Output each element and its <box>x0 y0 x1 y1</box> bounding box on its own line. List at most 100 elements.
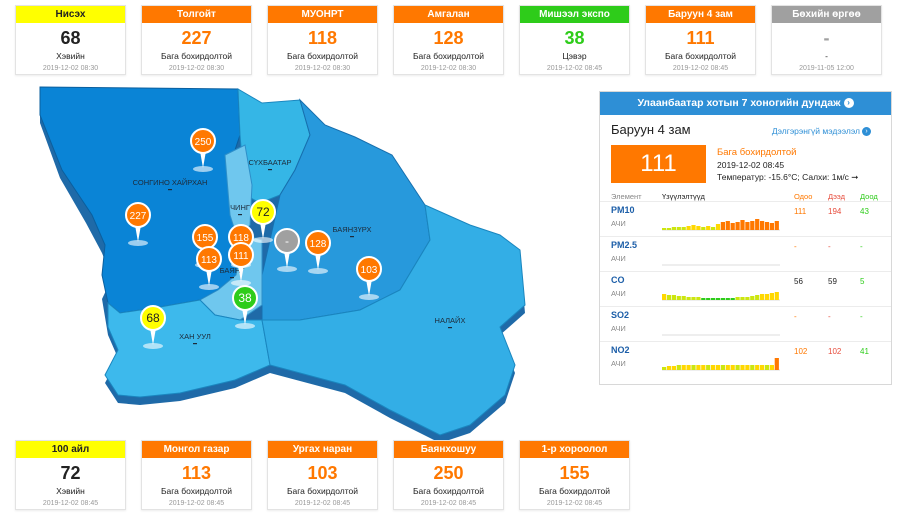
district-nalaikh[interactable] <box>261 204 526 436</box>
station-marker[interactable]: 128 <box>305 230 331 274</box>
station-card-name: МУОНРТ <box>268 6 377 23</box>
sparkline-bar <box>760 365 765 370</box>
station-card[interactable]: Монгол газар 113 Бага бохирдолтой 2019-12-0… <box>141 440 252 510</box>
sparkline-bar <box>764 222 770 230</box>
station-marker[interactable]: 227 <box>125 202 151 246</box>
station-card[interactable]: МУОНРТ 118 Бага бохирдолтой 2019-12-02 08:3… <box>267 5 378 75</box>
district-label-tick <box>238 214 242 216</box>
station-card[interactable]: Бөхийн өргөө - - 2019-11-05 12:00 <box>771 5 882 75</box>
district-label: НАЛАЙХ <box>435 316 466 325</box>
details-link-label: Дэлгэрэнгүй мэдээлэл <box>771 126 860 136</box>
sparkline-bar <box>750 296 755 300</box>
sparkline-bar <box>740 365 745 370</box>
station-card[interactable]: Нисэх 68 Хэвийн 2019-12-02 08:30 <box>15 5 126 75</box>
sparkline-bar <box>686 297 691 300</box>
station-card-value: 111 <box>686 28 715 48</box>
station-card-timestamp: 2019-12-02 08:30 <box>42 65 99 72</box>
station-marker[interactable]: - <box>274 228 300 272</box>
pollutant-max: - <box>828 312 831 321</box>
station-marker[interactable]: 38 <box>232 285 258 329</box>
station-card-value: 118 <box>307 28 338 48</box>
station-card-level: Хэвийн <box>56 51 85 61</box>
col-max: Дээд <box>828 192 845 201</box>
sparkline-bar <box>696 226 701 230</box>
pollutant-sparkline <box>662 334 780 336</box>
station-marker[interactable]: 250 <box>190 128 216 172</box>
station-marker[interactable]: 103 <box>356 256 382 300</box>
district-songino-khairkhan[interactable] <box>39 86 246 314</box>
pollutant-sparkline <box>662 292 780 301</box>
sparkline-bar <box>681 365 686 370</box>
pollutant-row: PM10 АЧИ 111 194 43 <box>600 201 891 236</box>
station-card-timestamp: 2019-12-02 08:45 <box>168 500 225 507</box>
sparkline-bar <box>750 221 755 230</box>
station-marker[interactable]: 72 <box>250 199 276 243</box>
station-card-name: Баруун 4 зам <box>646 6 755 23</box>
details-link[interactable]: Дэлгэрэнгүй мэдээлэл › <box>771 126 871 137</box>
station-card[interactable]: Мишээл экспо 38 Цэвэр 2019-12-02 08:45 <box>519 5 630 75</box>
station-card[interactable]: 1-р хороолол 155 Бага бохирдолтой 2019-12-0… <box>519 440 630 510</box>
chevron-right-icon: › <box>862 127 871 137</box>
station-card-name: Нисэх <box>16 6 125 23</box>
marker-base <box>359 294 379 300</box>
station-marker[interactable]: 113 <box>196 246 222 290</box>
station-card-value: - <box>823 28 830 48</box>
station-card-name: 100 айл <box>16 441 125 458</box>
sparkline-bar <box>671 227 676 230</box>
sparkline-bar <box>715 298 721 300</box>
sparkline-bar <box>691 365 696 370</box>
panel-aqi-level: Бага бохирдолтой <box>717 147 797 158</box>
marker-pin <box>238 265 244 282</box>
station-card-timestamp: 2019-11-05 12:00 <box>799 65 854 72</box>
sparkline-bar <box>774 292 779 300</box>
district-chingeltei[interactable] <box>224 144 253 242</box>
station-card[interactable]: Баруун 4 зам 111 Бага бохирдолтой 2019-12-0… <box>645 5 756 75</box>
marker-value: 128 <box>310 239 327 250</box>
station-card-value: 103 <box>307 463 338 483</box>
sparkline-bar <box>769 293 774 300</box>
sparkline-bar <box>735 365 740 370</box>
district-label-tick <box>448 327 452 329</box>
station-card-level: Бага бохирдолтой <box>160 486 233 496</box>
sparkline-bar <box>681 227 686 230</box>
sparkline-bar <box>735 222 740 230</box>
pollutant-sparkline <box>662 219 780 231</box>
station-card-name: Баянхошуу <box>394 441 503 458</box>
marker-pin <box>135 225 141 242</box>
sparkline-bar <box>715 224 721 230</box>
station-card-name: Монгол газар <box>142 441 251 458</box>
marker-circle <box>125 202 151 228</box>
district-label-tick <box>230 277 234 279</box>
station-card[interactable]: Толгойт 227 Бага бохирдолтой 2019-12-02 08:… <box>141 5 252 75</box>
pollutant-sparkline <box>662 264 780 266</box>
weekly-average-header[interactable]: Улаанбаатар хотын 7 хоногийн дундаж › <box>600 92 891 115</box>
marker-value: 250 <box>195 137 212 148</box>
station-card[interactable]: Ургах наран 103 Бага бохирдолтой 2019-12-02… <box>267 440 378 510</box>
marker-circle <box>190 128 216 154</box>
sparkline-bar <box>774 221 779 230</box>
station-card[interactable]: Баянхошуу 250 Бага бохирдолтой 2019-12-02 0… <box>393 440 504 510</box>
sparkline-bar <box>769 365 774 370</box>
station-card-value: 72 <box>60 463 81 483</box>
station-marker[interactable]: 68 <box>140 305 166 349</box>
sparkline-bar <box>735 297 740 300</box>
station-card-level: - <box>825 51 828 61</box>
station-card[interactable]: 100 айл 72 Хэвийн 2019-12-02 08:45 <box>15 440 126 510</box>
sparkline-bar <box>720 222 725 230</box>
station-card-timestamp: 2019-12-02 08:45 <box>546 500 603 507</box>
sparkline-bar <box>701 298 706 300</box>
sparkline-bar <box>696 297 701 300</box>
pollutant-name: PM2.5 <box>611 240 638 250</box>
station-card[interactable]: Амгалан 128 Бага бохирдолтой 2019-12-02 08:… <box>393 5 504 75</box>
sparkline-bar <box>774 358 779 370</box>
station-marker[interactable]: 111 <box>228 242 254 286</box>
sparkline-bar <box>686 226 691 230</box>
district-label-tick <box>193 343 197 345</box>
pollutant-unit: АЧИ <box>611 219 626 228</box>
marker-circle <box>250 199 276 225</box>
sparkline-bar <box>671 295 676 300</box>
marker-base <box>308 268 328 274</box>
station-card-name: Бөхийн өргөө <box>772 6 881 23</box>
sparkline-bar <box>720 298 725 300</box>
station-card-value: 38 <box>564 28 585 48</box>
